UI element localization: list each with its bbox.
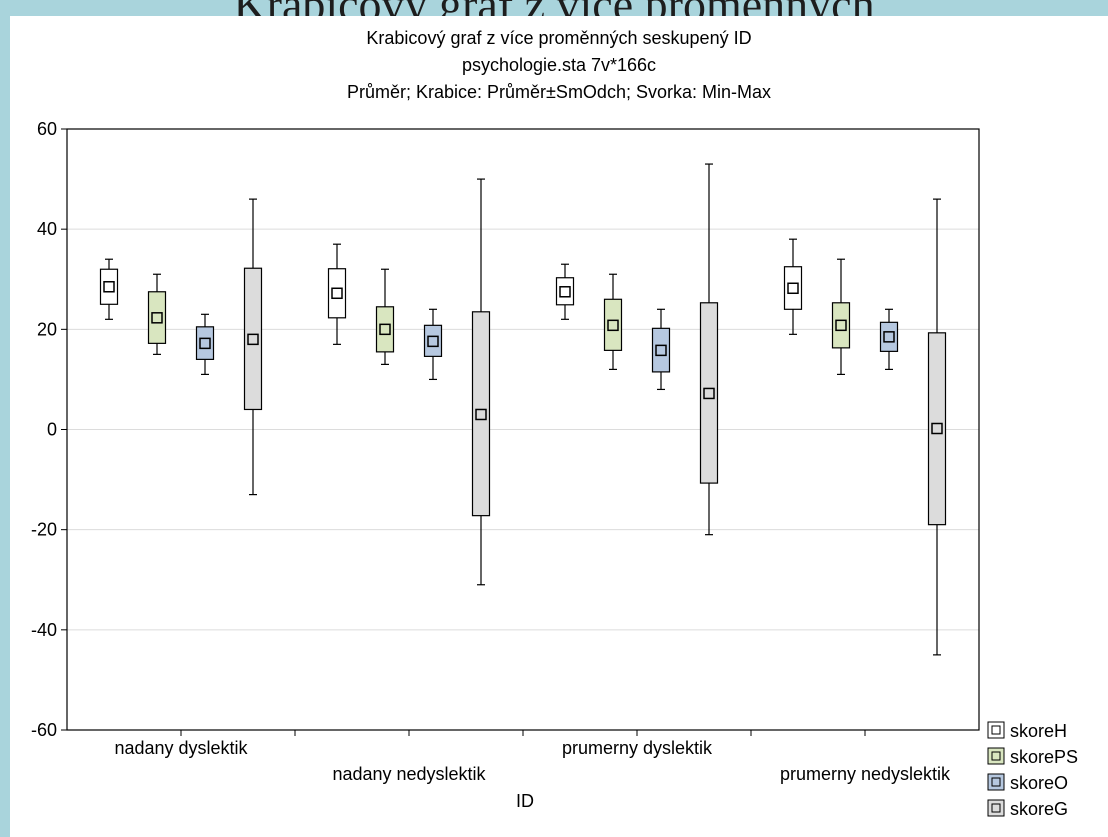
mean-marker-skoreH [103,281,115,293]
x-category-label: nadany dyslektik [114,738,248,758]
legend-label: skoreO [1010,773,1068,793]
legend-marker [991,803,1001,813]
x-category-label: nadany nedyslektik [332,764,486,784]
mean-marker-skoreH [331,287,343,300]
mean-marker-skorePS [607,319,619,332]
mean-marker-skoreG [247,333,259,346]
y-tick-label: 40 [37,219,57,239]
mean-marker-skorePS [379,323,391,336]
legend-label: skoreG [1010,799,1068,819]
mean-marker-skoreH [787,282,799,295]
mean-marker-skoreO [199,337,211,350]
y-tick-label: 20 [37,319,57,339]
y-tick-label: -60 [31,720,57,740]
box-plot: -60 -40 -20 0 20 40 60 nadany dyslektik nadany n… [31,119,1078,819]
chart-panel: Krabicový graf z více proměnných seskupe… [10,16,1108,837]
mean-marker-skorePS [151,312,163,324]
y-tick-label: 60 [37,119,57,139]
y-tick-label: -40 [31,620,57,640]
legend-label: skoreH [1010,721,1067,741]
legend-marker [991,751,1001,761]
chart-note: Průměr; Krabice: Průměr±SmOdch; Svorka: … [347,82,771,102]
mean-marker-skoreO [427,335,439,348]
chart-title: Krabicový graf z více proměnných seskupe… [366,28,752,48]
x-category-label: prumerny dyslektik [562,738,713,758]
x-axis-label: ID [516,791,534,811]
x-category-label: prumerny nedyslektik [780,764,951,784]
legend-marker [991,725,1001,735]
y-tick-label: -20 [31,520,57,540]
legend-marker [991,777,1001,787]
legend-label: skorePS [1010,747,1078,767]
mean-marker-skoreG [475,408,487,421]
chart-subtitle: psychologie.sta 7v*166c [461,55,657,75]
mean-marker-skoreO [655,344,667,357]
mean-marker-skoreG [703,387,715,400]
mean-marker-skoreO [883,331,895,343]
mean-marker-skoreG [931,422,943,435]
mean-marker-skoreH [559,286,571,298]
mean-marker-skorePS [835,319,847,332]
y-tick-label: 0 [47,420,57,440]
